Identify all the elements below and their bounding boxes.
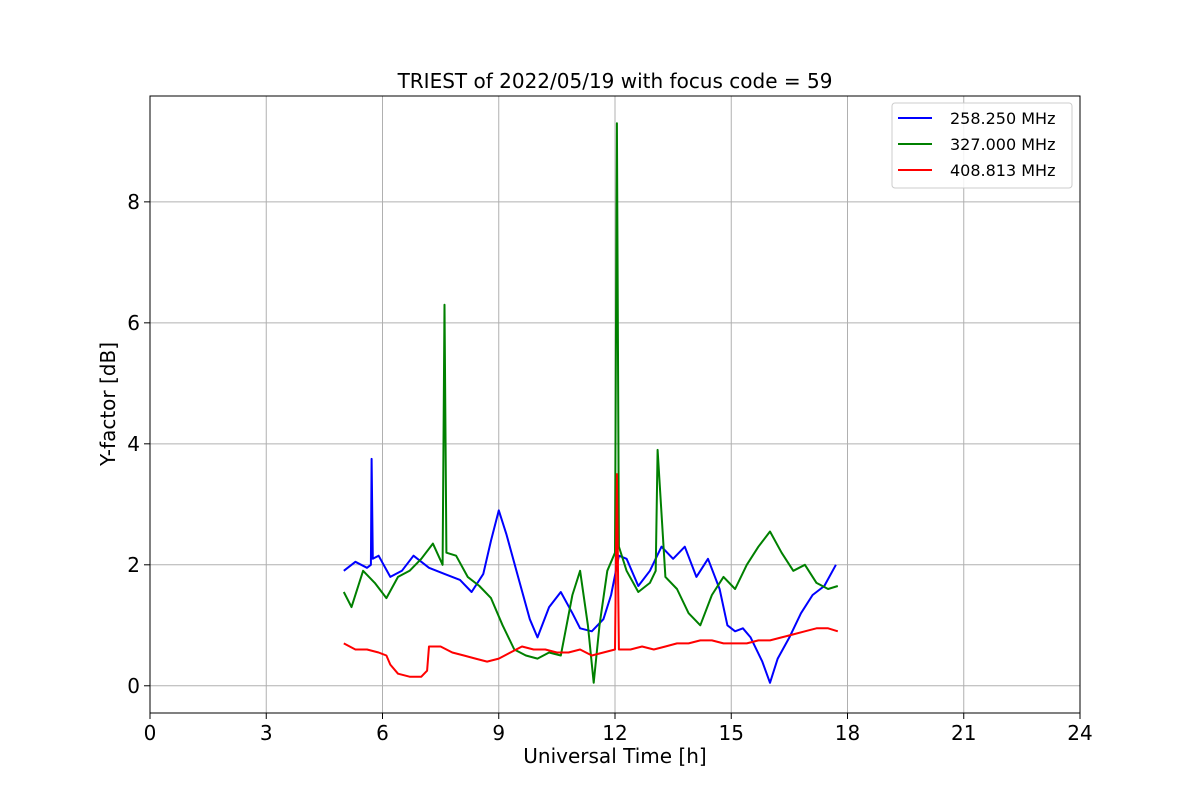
x-tick-label: 21 xyxy=(951,721,976,745)
y-tick-label: 8 xyxy=(127,190,140,214)
y-axis-title: Y-factor [dB] xyxy=(96,342,120,467)
y-tick-label: 0 xyxy=(127,674,140,698)
series-layer xyxy=(342,122,839,684)
x-tick-label: 15 xyxy=(719,721,744,745)
y-tick-label: 4 xyxy=(127,432,140,456)
legend-label-3: 408.813 MHz xyxy=(950,161,1055,180)
y-tick-label: 2 xyxy=(127,553,140,577)
x-tick-label: 6 xyxy=(376,721,389,745)
x-tick-label: 9 xyxy=(492,721,505,745)
series-line-1 xyxy=(343,457,837,684)
x-tick-label: 12 xyxy=(602,721,627,745)
x-tick-label: 18 xyxy=(835,721,860,745)
x-tick-label: 3 xyxy=(260,721,273,745)
legend-label-1: 258.250 MHz xyxy=(950,109,1055,128)
legend-label-2: 327.000 MHz xyxy=(950,135,1055,154)
x-tick-label: 24 xyxy=(1067,721,1092,745)
series-line-3 xyxy=(343,473,839,678)
y-tick-label: 6 xyxy=(127,311,140,335)
legend: 258.250 MHz 327.000 MHz 408.813 MHz xyxy=(891,102,1073,189)
x-tick-label: 0 xyxy=(144,721,157,745)
legend-box xyxy=(891,102,1073,189)
chart-title: TRIEST of 2022/05/19 with focus code = 5… xyxy=(397,69,833,93)
x-axis-title: Universal Time [h] xyxy=(523,744,706,768)
